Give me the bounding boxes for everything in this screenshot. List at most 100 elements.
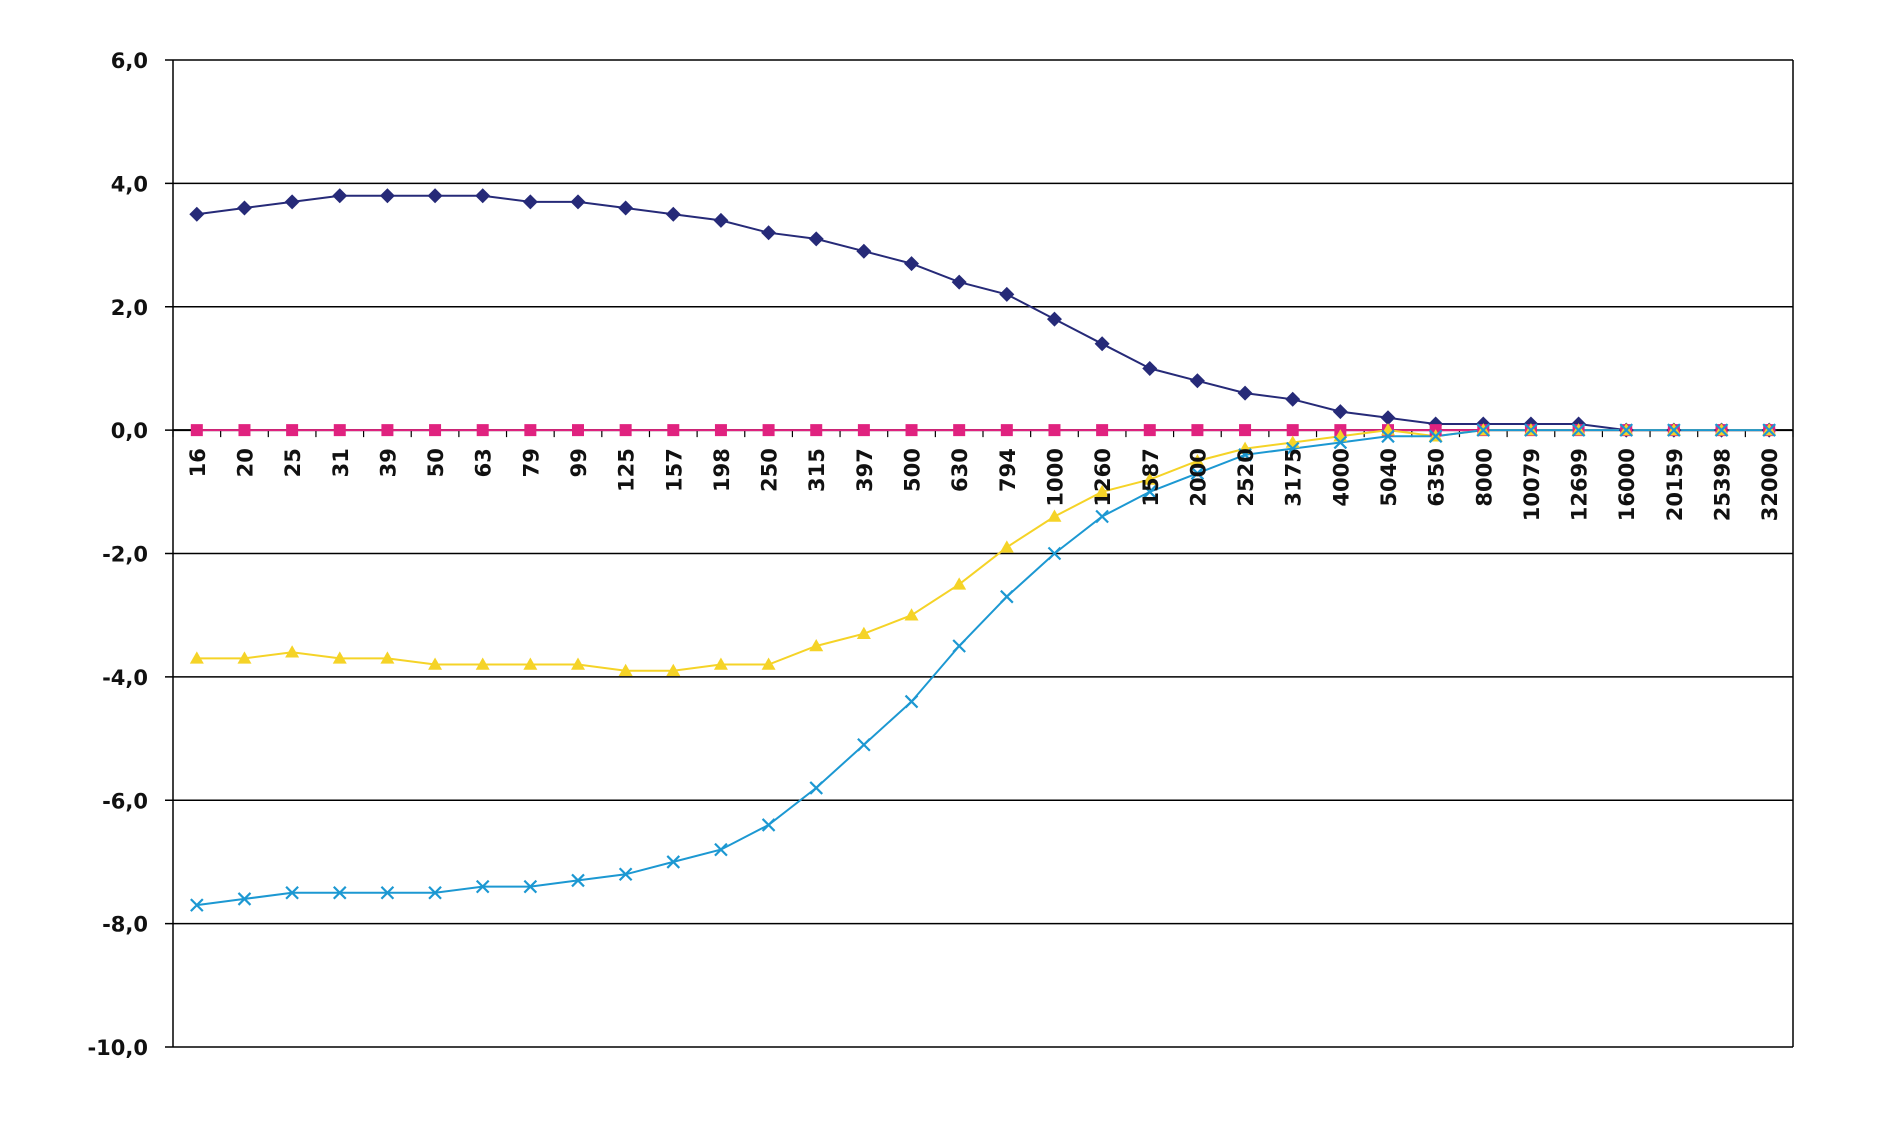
x-tick-label: 2000 — [1186, 448, 1210, 506]
data-point-series-3 — [523, 657, 538, 670]
gridlines — [173, 59, 1793, 925]
data-point-series-2 — [1048, 424, 1061, 437]
y-tick-label: -4,0 — [102, 666, 148, 690]
data-point-series-4 — [618, 867, 633, 882]
data-point-series-4 — [1333, 435, 1348, 450]
data-point-series-1 — [951, 274, 967, 290]
series-lines — [196, 194, 1770, 907]
data-point-series-2 — [381, 424, 394, 437]
data-point-series-3 — [1142, 472, 1157, 485]
x-tick-label: 5040 — [1377, 448, 1401, 506]
data-point-series-4 — [237, 892, 252, 906]
data-point-series-3 — [809, 639, 824, 652]
x-tick-label: 315 — [805, 448, 829, 492]
data-point-series-1 — [236, 200, 252, 216]
data-point-series-3 — [332, 651, 347, 664]
data-point-series-1 — [665, 206, 681, 222]
data-point-series-4 — [1762, 423, 1776, 437]
data-point-series-2 — [238, 424, 251, 437]
data-point-series-4 — [666, 855, 681, 869]
data-point-series-4 — [714, 842, 728, 857]
data-point-series-2 — [1143, 424, 1156, 437]
data-point-series-4 — [1142, 485, 1157, 499]
x-tick-label: 25398 — [1711, 448, 1735, 521]
x-tick-label: 63 — [472, 448, 496, 477]
x-tick-label: 198 — [710, 448, 734, 492]
x-tick-label: 16 — [186, 448, 210, 477]
data-point-series-4 — [380, 886, 395, 900]
y-tick-label: -8,0 — [102, 913, 148, 937]
x-tick-label: 4000 — [1329, 448, 1353, 506]
data-point-series-3 — [285, 645, 300, 658]
data-point-series-4 — [1047, 546, 1062, 561]
data-point-series-4 — [952, 639, 966, 653]
x-tick-label: 1260 — [1091, 448, 1115, 506]
data-point-series-1 — [522, 194, 538, 210]
x-tick-label: 31 — [329, 448, 353, 477]
data-point-series-4 — [1667, 423, 1681, 437]
data-point-series-3 — [713, 657, 728, 670]
data-point-series-2 — [810, 424, 823, 437]
data-point-series-3 — [856, 626, 871, 639]
data-point-series-1 — [379, 188, 395, 204]
data-point-series-4 — [761, 818, 776, 832]
data-point-series-2 — [667, 424, 680, 437]
data-point-series-3 — [904, 608, 919, 621]
data-point-series-1 — [1094, 336, 1110, 352]
data-point-series-1 — [999, 286, 1015, 302]
data-point-series-4 — [904, 694, 919, 709]
series-line-4 — [196, 429, 1770, 907]
x-tick-label: 20 — [233, 448, 257, 477]
x-tick-label: 8000 — [1472, 448, 1496, 506]
data-point-series-1 — [808, 231, 824, 247]
data-point-series-3 — [666, 663, 681, 676]
x-tick-label: 1000 — [1043, 448, 1067, 506]
x-tick-label: 39 — [376, 448, 400, 477]
data-point-series-1 — [570, 194, 586, 210]
data-point-series-4 — [475, 879, 490, 894]
data-point-series-4 — [857, 737, 871, 752]
x-tick-label: 10079 — [1520, 448, 1544, 521]
x-tick-label: 16000 — [1615, 448, 1639, 521]
y-tick-label: 6,0 — [111, 49, 148, 73]
data-point-series-2 — [905, 424, 918, 437]
data-point-series-4 — [1428, 429, 1443, 444]
data-point-series-1 — [1332, 404, 1348, 420]
x-tick-label: 3175 — [1282, 448, 1306, 506]
y-tick-label: -2,0 — [102, 543, 148, 567]
data-point-series-4 — [809, 781, 824, 795]
data-point-series-4 — [1190, 466, 1205, 481]
data-point-series-1 — [284, 194, 300, 210]
data-point-series-2 — [619, 424, 632, 437]
y-tick-label: 2,0 — [111, 296, 148, 320]
data-point-series-2 — [762, 424, 775, 437]
data-point-series-4 — [285, 886, 299, 900]
data-point-series-3 — [618, 663, 633, 676]
data-point-series-2 — [1286, 424, 1299, 437]
data-point-series-1 — [189, 206, 205, 222]
x-tick-label: 157 — [662, 448, 686, 492]
data-point-series-4 — [1476, 423, 1491, 437]
data-point-series-4 — [1381, 429, 1395, 444]
data-point-series-2 — [572, 424, 584, 437]
y-tick-label: -6,0 — [102, 789, 148, 813]
data-point-series-1 — [1285, 391, 1301, 407]
data-point-series-4 — [190, 898, 204, 912]
data-point-series-2 — [190, 424, 203, 437]
data-point-series-4 — [523, 879, 538, 894]
x-tick-label: 125 — [615, 448, 639, 492]
data-point-series-1 — [856, 243, 872, 259]
x-tick-label: 12699 — [1568, 448, 1592, 521]
data-point-series-2 — [1191, 424, 1204, 437]
x-tick-label: 50 — [424, 448, 448, 477]
x-tick-label: 2520 — [1234, 448, 1258, 506]
x-tick-label: 6350 — [1425, 448, 1449, 506]
data-point-series-2 — [476, 424, 489, 437]
data-point-series-3 — [571, 657, 585, 670]
x-tick-label: 20159 — [1663, 448, 1687, 521]
data-point-series-1 — [1380, 410, 1396, 426]
x-tick-label: 1587 — [1139, 448, 1163, 506]
x-tick-label: 99 — [567, 448, 591, 477]
data-point-series-1 — [427, 188, 443, 204]
